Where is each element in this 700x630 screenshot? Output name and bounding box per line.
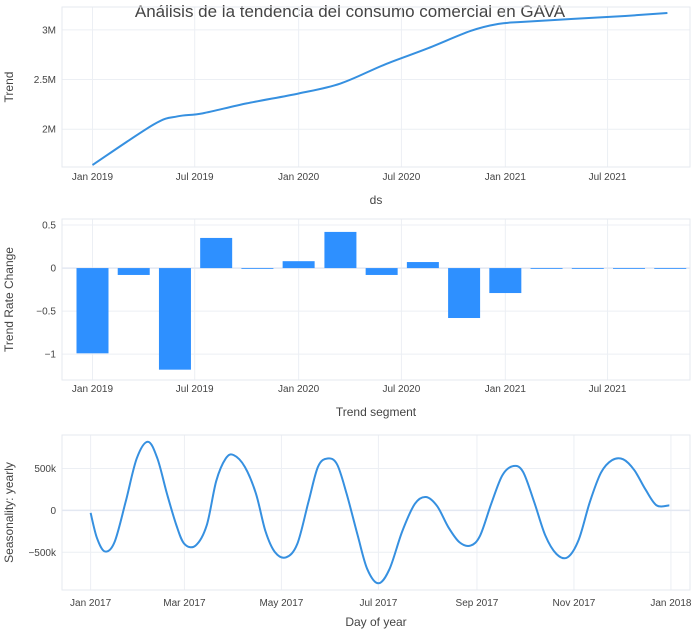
y-tick-label: −0.5 — [36, 307, 56, 318]
figure-title: Análisis de la tendencia del consumo com… — [135, 2, 566, 21]
trend-line — [91, 11, 668, 166]
bar — [117, 268, 150, 275]
y-axis-title: Trend Rate Change — [2, 247, 16, 352]
bar — [282, 261, 315, 269]
y-tick-label: 0 — [50, 506, 56, 517]
x-tick-label: Jul 2017 — [359, 598, 397, 609]
x-axis-title: Day of year — [345, 615, 406, 629]
x-tick-label: Jan 2020 — [278, 172, 320, 183]
bar — [241, 268, 274, 269]
x-tick-label: Jan 2021 — [485, 172, 527, 183]
bar — [613, 268, 646, 269]
x-tick-label: Jul 2019 — [176, 172, 214, 183]
y-tick-label: 3M — [42, 25, 56, 36]
y-tick-label: 0.5 — [42, 221, 56, 232]
bar — [158, 268, 191, 370]
bar — [200, 237, 233, 269]
x-tick-label: Nov 2017 — [553, 598, 596, 609]
y-tick-label: −1 — [45, 350, 57, 361]
x-axis-title: ds — [370, 193, 383, 207]
bar — [489, 268, 522, 294]
plot-frame — [61, 434, 691, 591]
bar — [448, 268, 481, 319]
bar — [654, 268, 687, 269]
plot-frame — [61, 218, 691, 381]
y-axis-title: Trend — [2, 72, 16, 103]
trend-rate-change-subplot: Jan 2019 Jul 2019 Jan 2020 Jul 2020 Jan 2021… — [2, 218, 691, 419]
x-tick-label: Jul 2021 — [589, 172, 627, 183]
x-tick-label: May 2017 — [259, 598, 303, 609]
x-tick-label: Jul 2020 — [383, 384, 421, 395]
x-tick-label: Jan 2020 — [278, 384, 320, 395]
x-tick-label: Jan 2019 — [72, 384, 114, 395]
y-tick-label: 2M — [42, 125, 56, 136]
y-axis-title: Seasonality: yearly — [2, 462, 16, 563]
x-tick-label: Jan 2018 — [650, 598, 692, 609]
x-tick-label: Jul 2019 — [176, 384, 214, 395]
x-tick-label: Mar 2017 — [163, 598, 206, 609]
seasonality-yearly-subplot: Jan 2017 Mar 2017 May 2017 Jul 2017 Sep 2017… — [2, 434, 692, 629]
x-tick-label: Jul 2020 — [383, 172, 421, 183]
bar — [324, 231, 357, 269]
bar — [76, 268, 109, 354]
y-tick-label: 500k — [34, 464, 57, 475]
seasonality-line — [89, 440, 670, 585]
bar — [365, 268, 398, 275]
x-tick-label: Jul 2021 — [589, 384, 627, 395]
x-tick-label: Jan 2019 — [72, 172, 114, 183]
x-tick-label: Sep 2017 — [456, 598, 499, 609]
bar — [406, 262, 439, 269]
bar — [530, 268, 563, 269]
x-tick-label: Jan 2021 — [485, 384, 527, 395]
x-tick-label: Jan 2017 — [70, 598, 112, 609]
bar — [571, 268, 604, 269]
y-tick-label: 0 — [50, 264, 56, 275]
plot-frame — [61, 6, 691, 168]
trend-subplot: Jan 2019 Jul 2019 Jan 2020 Jul 2020 Jan 2021… — [2, 6, 691, 207]
y-tick-label: −500k — [28, 548, 57, 559]
x-axis-title: Trend segment — [336, 405, 417, 419]
y-tick-label: 2.5M — [34, 75, 56, 86]
